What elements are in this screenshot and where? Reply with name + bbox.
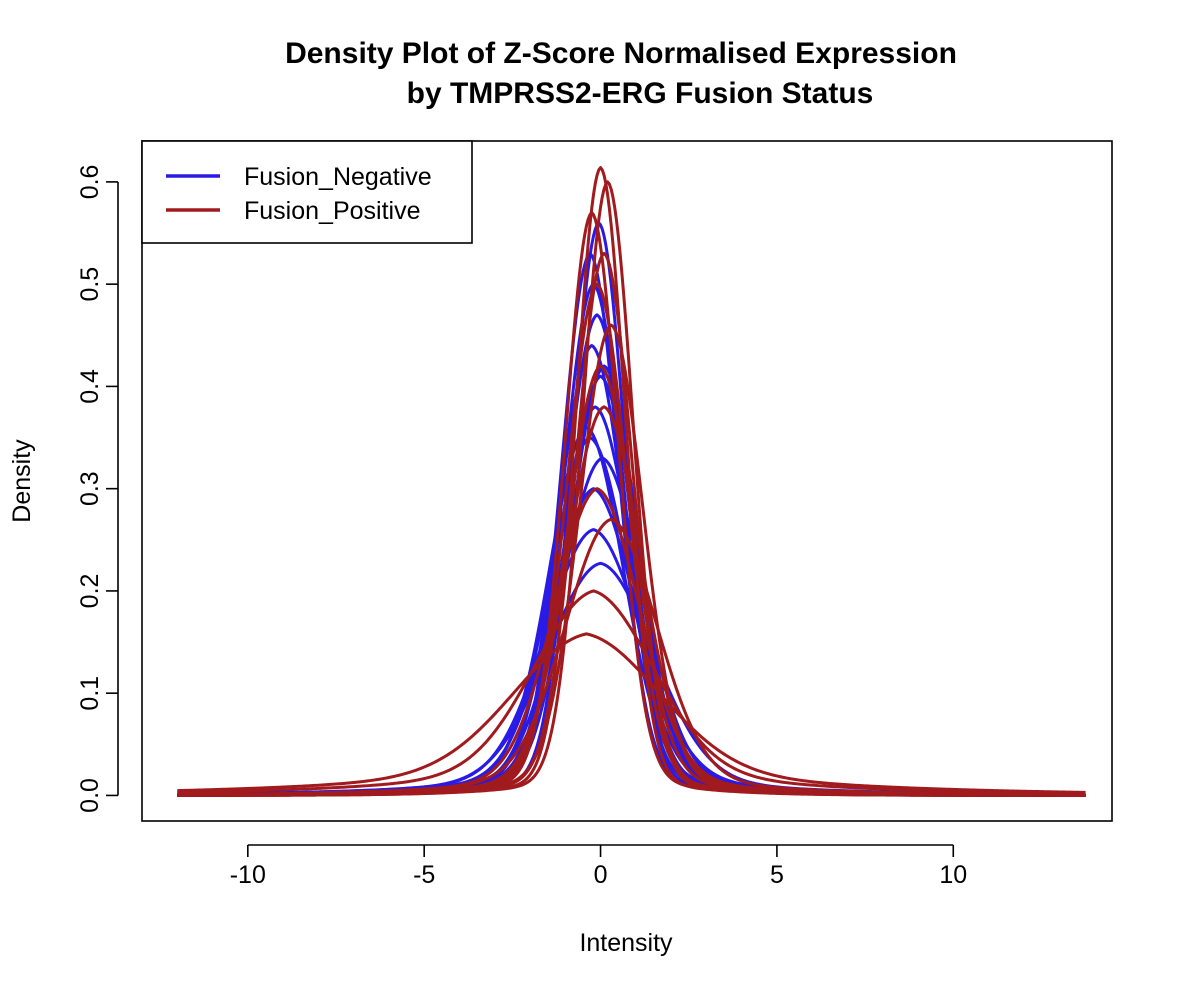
y-tick-label: 0.5 (76, 267, 104, 302)
fusion-positive-curve (177, 632, 1086, 794)
fusion-positive-curve (177, 282, 1086, 797)
legend-label-fusion-positive: Fusion_Positive (244, 197, 420, 225)
y-tick-label: 0.2 (76, 574, 104, 609)
x-tick-label: 5 (770, 861, 784, 889)
x-tick-label: -5 (413, 861, 435, 889)
legend: Fusion_Negative Fusion_Positive (141, 140, 473, 244)
y-axis-title: Density (8, 439, 36, 523)
fusion-positive-curve (177, 517, 1086, 797)
chart-title-line-2: by TMPRSS2-ERG Fusion Status (407, 77, 874, 110)
x-tick-label: 10 (939, 861, 967, 889)
fusion-positive-curve (177, 166, 1086, 797)
y-axis: 0.0 0.1 0.2 0.3 0.4 0.5 0.6 (76, 165, 119, 813)
legend-label-fusion-negative: Fusion_Negative (244, 163, 432, 191)
chart-title-line-1: Density Plot of Z-Score Normalised Expre… (285, 37, 957, 70)
x-axis: -10 -5 0 5 10 (230, 844, 967, 889)
density-curves (177, 166, 1086, 797)
y-tick-label: 0.1 (76, 676, 104, 711)
y-tick-label: 0.0 (76, 778, 104, 813)
plot-frame (141, 140, 1113, 822)
y-tick-label: 0.6 (76, 165, 104, 200)
x-axis-title: Intensity (579, 929, 673, 957)
legend-box (141, 140, 473, 244)
fusion-positive-curve (177, 589, 1086, 796)
y-tick-label: 0.3 (76, 471, 104, 506)
x-tick-label: -10 (230, 861, 266, 889)
y-tick-label: 0.4 (76, 369, 104, 404)
x-tick-label: 0 (594, 861, 608, 889)
